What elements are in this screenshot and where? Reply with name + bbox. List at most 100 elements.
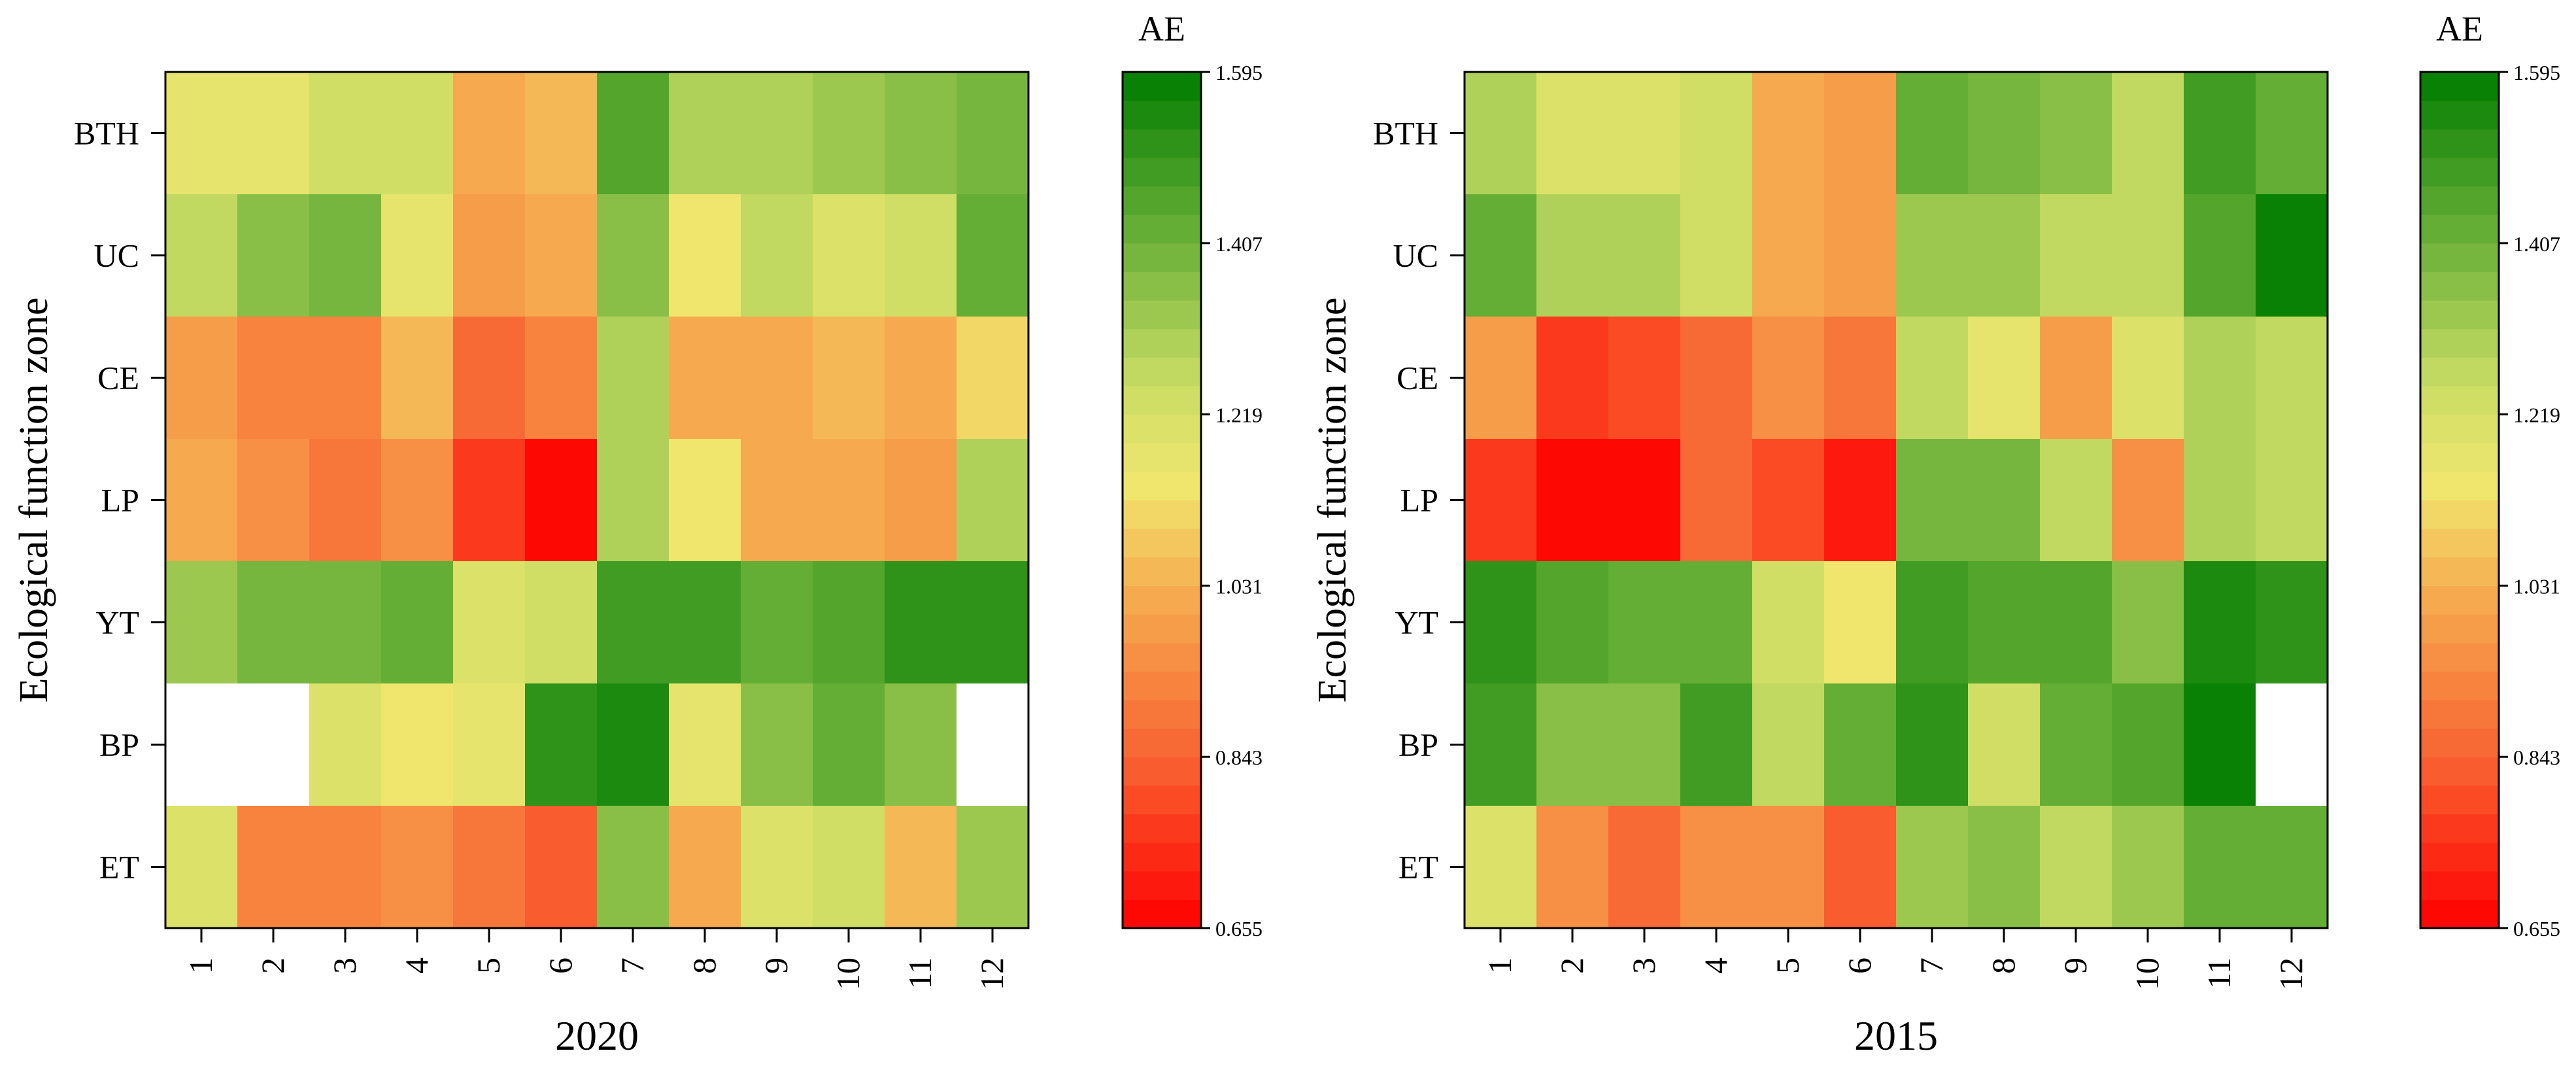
heatmap-cell-ET-9 bbox=[2040, 806, 2112, 929]
colorbar-segment bbox=[1123, 129, 1201, 158]
heatmap-cell-UC-9 bbox=[2040, 194, 2112, 317]
colorbar-segment bbox=[1123, 443, 1201, 472]
colorbar-segment bbox=[2420, 72, 2499, 101]
colorbar-tick-label: 1.407 bbox=[2513, 232, 2560, 256]
x-tick-label-2: 2 bbox=[254, 958, 291, 974]
heatmap-cell-YT-2 bbox=[237, 561, 310, 684]
heatmap-cell-LP-1 bbox=[1465, 439, 1537, 562]
heatmap-cell-ET-7 bbox=[1896, 806, 1969, 929]
colorbar-segment bbox=[1123, 300, 1201, 330]
heatmap-cell-UC-10 bbox=[2112, 194, 2184, 317]
x-tick-label-2: 2 bbox=[1553, 958, 1590, 974]
heatmap-cell-YT-3 bbox=[1608, 561, 1681, 684]
heatmap-cell-UC-6 bbox=[1824, 194, 1897, 317]
heatmap-cell-UC-5 bbox=[1752, 194, 1825, 317]
colorbar-segment bbox=[1123, 699, 1201, 729]
x-tick-label-8: 8 bbox=[686, 958, 722, 974]
heatmap-cell-LP-7 bbox=[1896, 439, 1969, 562]
heatmap-cell-UC-1 bbox=[165, 194, 238, 317]
heatmap-cell-BP-7 bbox=[1896, 683, 1969, 806]
heatmap-cell-YT-11 bbox=[885, 561, 957, 684]
heatmap-cell-BP-6 bbox=[1824, 683, 1897, 806]
colorbar-segment bbox=[2420, 614, 2499, 644]
heatmap-cell-ET-10 bbox=[813, 806, 885, 929]
heatmap-cell-BTH-6 bbox=[1824, 72, 1897, 195]
colorbar-segment bbox=[2420, 186, 2499, 215]
x-tick-label-8: 8 bbox=[1985, 958, 2022, 974]
colorbar-segment bbox=[1123, 414, 1201, 443]
heatmap-cell-BTH-9 bbox=[2040, 72, 2112, 195]
heatmap-cell-UC-10 bbox=[813, 194, 885, 317]
heatmap-cell-CE-6 bbox=[525, 317, 598, 440]
heatmap-cell-LP-10 bbox=[2112, 439, 2184, 562]
y-tick-label-YT: YT bbox=[95, 604, 139, 641]
heatmap-cell-LP-3 bbox=[309, 439, 382, 562]
colorbar-frame bbox=[1121, 71, 1202, 929]
heatmap-cell-YT-1 bbox=[1465, 561, 1537, 684]
heatmap-cell-LP-11 bbox=[2184, 439, 2256, 562]
heatmap-cell-ET-11 bbox=[2184, 806, 2256, 929]
heatmap-cell-BP-12 bbox=[2256, 683, 2328, 806]
heatmap-cell-LP-2 bbox=[237, 439, 310, 562]
heatmap-cell-CE-2 bbox=[237, 317, 310, 440]
heatmap-cell-ET-1 bbox=[1465, 806, 1537, 929]
heatmap-cell-LP-2 bbox=[1536, 439, 1609, 562]
colorbar-segment bbox=[2420, 300, 2499, 330]
heatmap-cell-YT-5 bbox=[453, 561, 526, 684]
heatmap-cell-UC-2 bbox=[1536, 194, 1609, 317]
heatmap-cell-LP-9 bbox=[2040, 439, 2112, 562]
colorbar-tick-label: 1.031 bbox=[2513, 574, 2560, 598]
heatmap-cell-ET-5 bbox=[453, 806, 526, 929]
heatmap-cell-ET-4 bbox=[381, 806, 454, 929]
colorbar-segment bbox=[1123, 642, 1201, 672]
heatmap-cell-YT-7 bbox=[1896, 561, 1969, 684]
colorbar-label: AE bbox=[1138, 9, 1185, 48]
colorbar-tick-label: 1.219 bbox=[1215, 404, 1263, 427]
colorbar-segment bbox=[2420, 357, 2499, 387]
heatmap-cell-BP-9 bbox=[741, 683, 813, 806]
x-tick-label-9: 9 bbox=[2057, 958, 2093, 974]
colorbar-segment bbox=[2420, 215, 2499, 244]
colorbar-segment bbox=[2420, 129, 2499, 158]
colorbar-segment bbox=[2420, 642, 2499, 672]
colorbar: 0.655 0.843 1.031 1.219 1.407 1.595 AE bbox=[1121, 9, 1263, 941]
heatmap-cell-BTH-8 bbox=[1968, 72, 2041, 195]
heatmap-cell-ET-2 bbox=[1536, 806, 1609, 929]
heatmap-cell-UC-5 bbox=[453, 194, 526, 317]
x-tick-label-4: 4 bbox=[1697, 958, 1734, 974]
heatmap-cell-LP-12 bbox=[2256, 439, 2328, 562]
heatmap-cell-ET-3 bbox=[1608, 806, 1681, 929]
heatmap-cell-CE-8 bbox=[669, 317, 741, 440]
heatmap-cell-CE-12 bbox=[957, 317, 1029, 440]
colorbar-segment bbox=[2420, 328, 2499, 358]
colorbar-label: AE bbox=[2436, 9, 2483, 48]
heatmap-cell-ET-12 bbox=[2256, 806, 2328, 929]
panel-title: 2015 bbox=[1854, 1012, 1938, 1059]
y-tick-label-ET: ET bbox=[1398, 849, 1438, 886]
colorbar-tick-label: 1.407 bbox=[1215, 232, 1263, 256]
heatmap-cell-BTH-6 bbox=[525, 72, 598, 195]
colorbar-segment bbox=[2420, 785, 2499, 815]
heatmap-cell-BP-5 bbox=[453, 683, 526, 806]
colorbar-segment bbox=[1123, 814, 1201, 843]
colorbar-segment bbox=[2420, 443, 2499, 472]
heatmap-cell-ET-8 bbox=[1968, 806, 2041, 929]
y-tick-label-BTH: BTH bbox=[1373, 115, 1438, 152]
heatmap-cell-ET-6 bbox=[525, 806, 598, 929]
heatmap-cell-UC-8 bbox=[1968, 194, 2041, 317]
heatmap-cell-UC-3 bbox=[309, 194, 382, 317]
heatmap-cell-CE-10 bbox=[813, 317, 885, 440]
heatmap-cell-LP-9 bbox=[741, 439, 813, 562]
heatmap-cell-BTH-3 bbox=[1608, 72, 1681, 195]
heatmap-cell-BTH-1 bbox=[1465, 72, 1537, 195]
heatmap-cell-BP-3 bbox=[309, 683, 382, 806]
colorbar-tick-label: 1.219 bbox=[2513, 404, 2560, 427]
heatmap-cell-UC-12 bbox=[957, 194, 1029, 317]
colorbar-segment bbox=[2420, 757, 2499, 786]
heatmap-cell-CE-3 bbox=[309, 317, 382, 440]
colorbar-segment bbox=[2420, 271, 2499, 301]
colorbar-segment bbox=[1123, 842, 1201, 872]
heatmap-cell-UC-11 bbox=[885, 194, 957, 317]
